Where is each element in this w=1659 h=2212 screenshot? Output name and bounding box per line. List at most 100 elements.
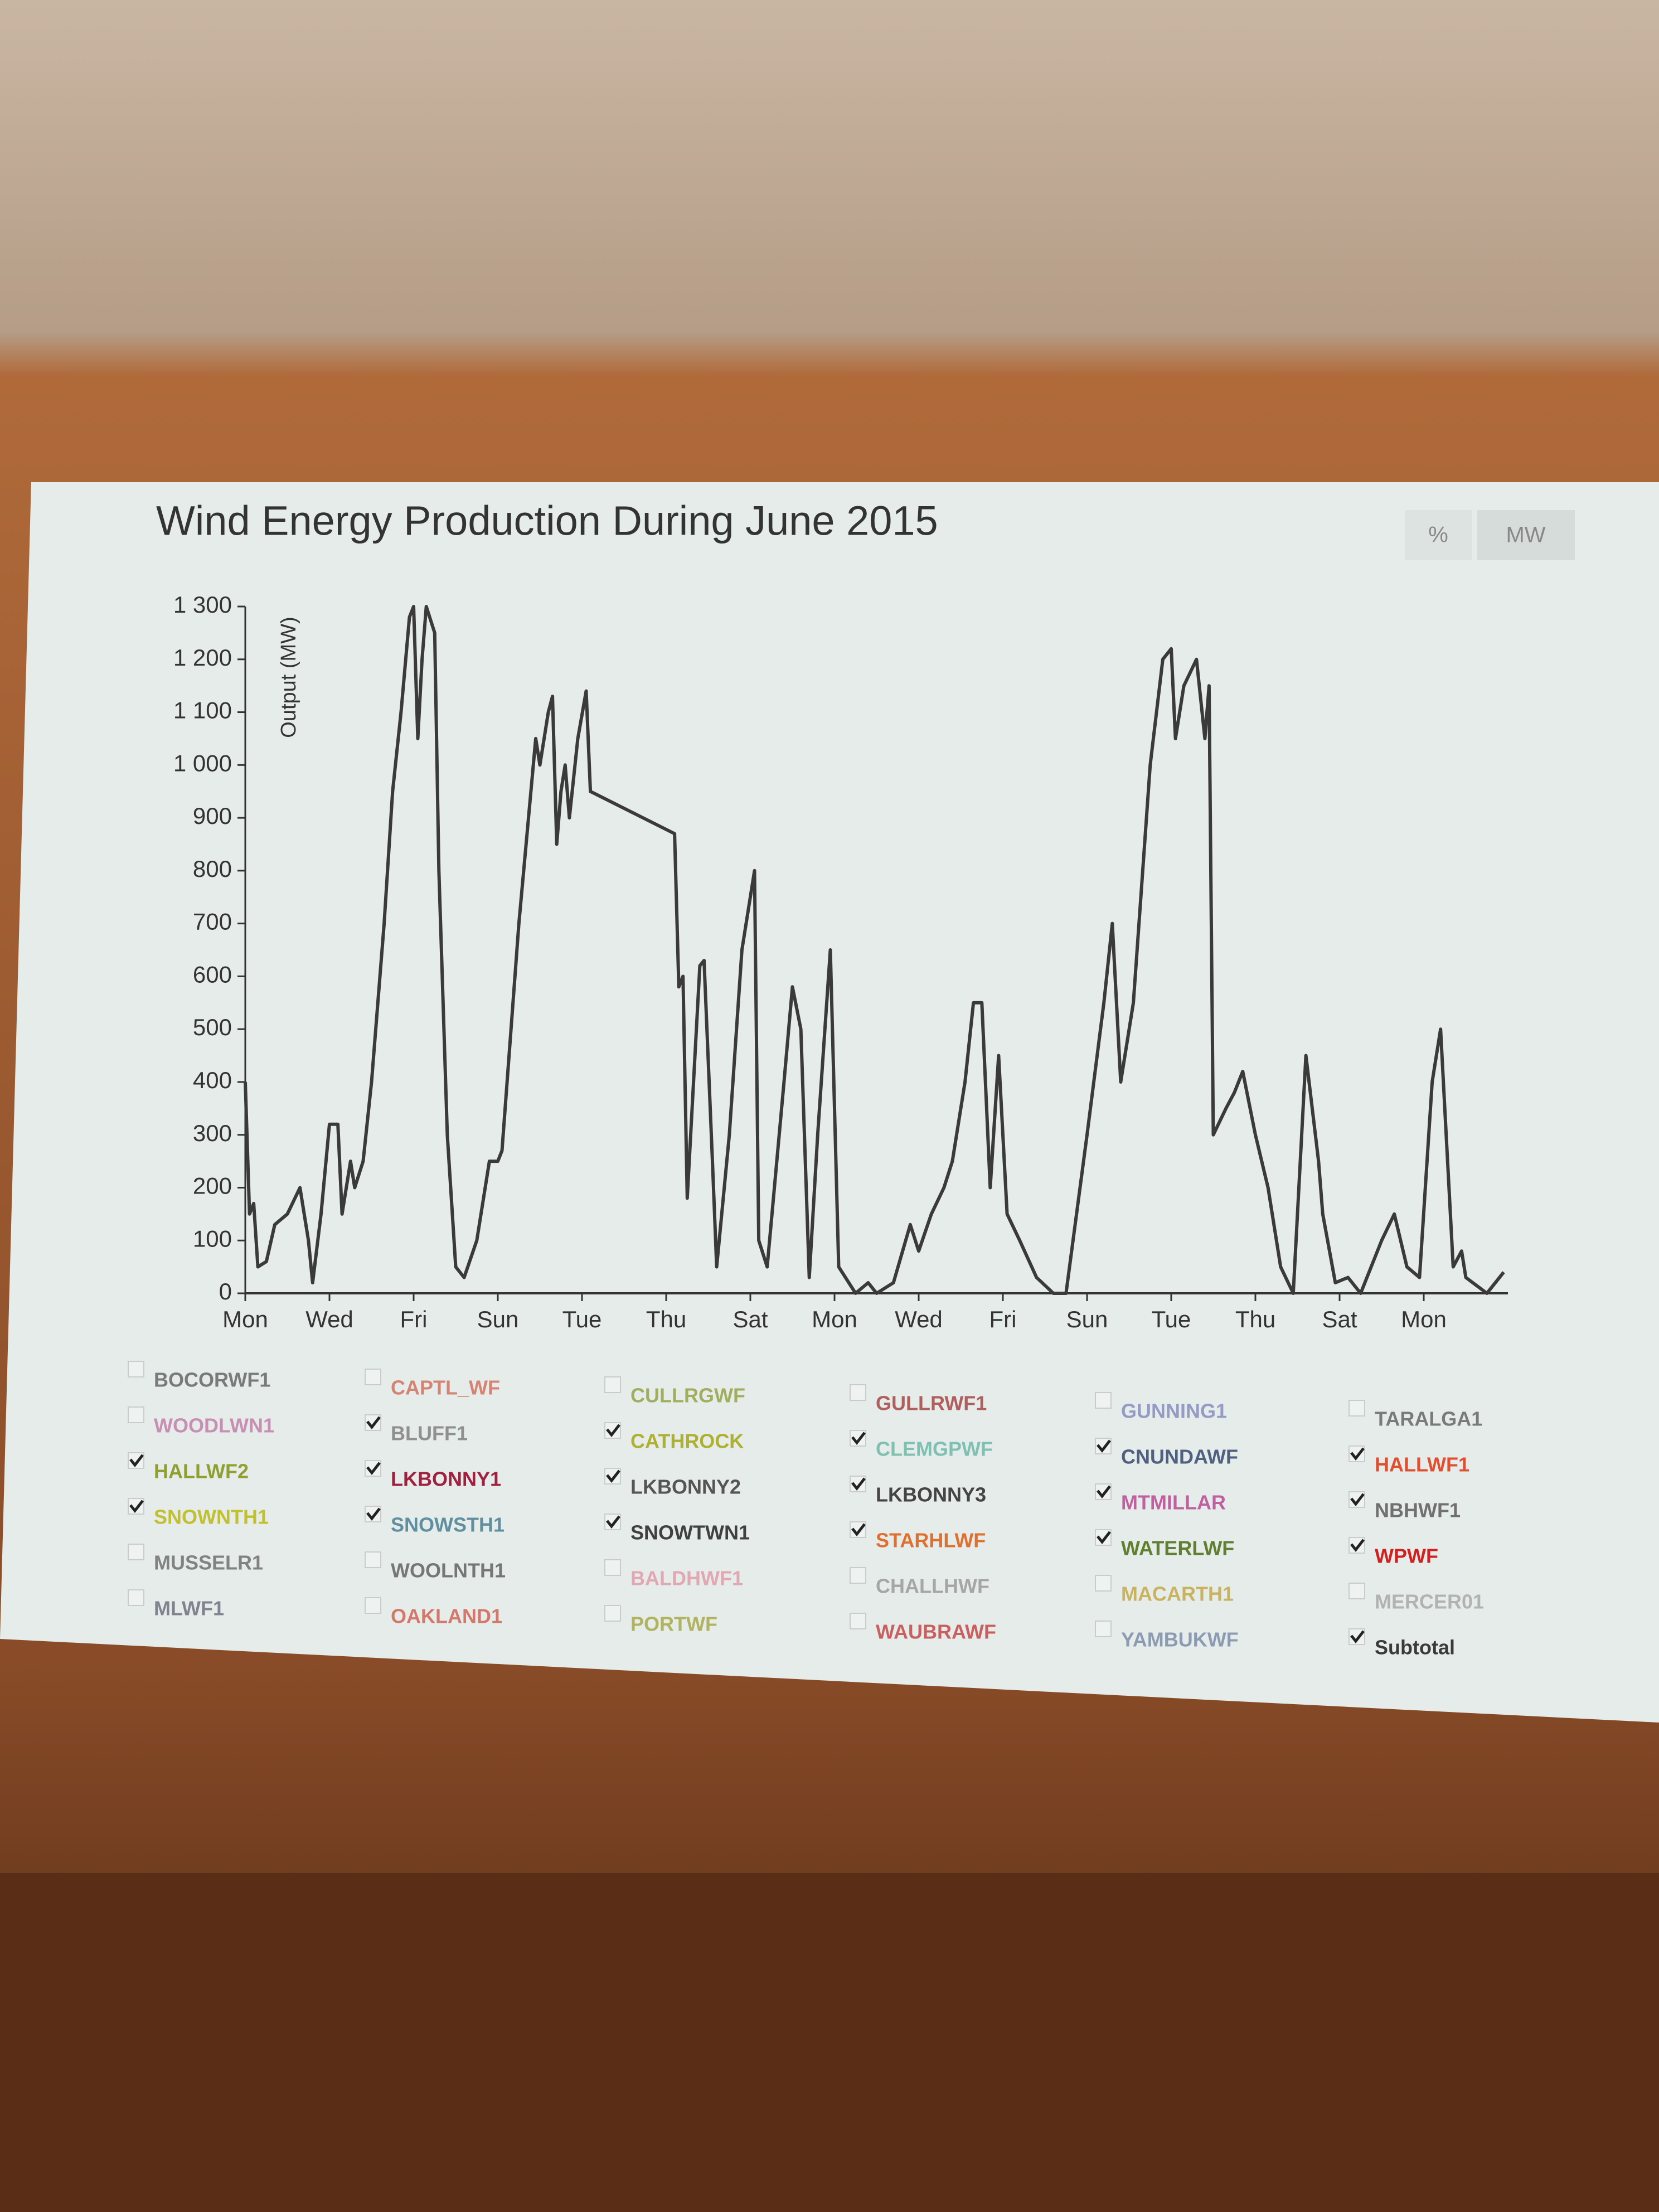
x-tick-label: Wed: [895, 1306, 943, 1332]
legend-label[interactable]: MUSSELR1: [154, 1551, 263, 1574]
legend-label[interactable]: GULLRWF1: [876, 1392, 987, 1415]
y-tick-label: 900: [193, 803, 232, 829]
legend-label[interactable]: Subtotal: [1375, 1636, 1455, 1659]
legend-checkbox[interactable]: [128, 1589, 144, 1606]
legend-checkbox[interactable]: [850, 1567, 866, 1584]
legend-checkbox[interactable]: [1095, 1575, 1112, 1592]
legend-label[interactable]: BLUFF1: [391, 1422, 468, 1445]
legend-label[interactable]: CULLRGWF: [630, 1384, 745, 1407]
x-tick-label: Thu: [1235, 1306, 1275, 1332]
x-tick-label: Mon: [222, 1306, 268, 1332]
legend-label[interactable]: WPWF: [1375, 1545, 1438, 1568]
x-tick-label: Fri: [400, 1306, 428, 1332]
legend-checkbox[interactable]: [604, 1376, 621, 1393]
legend-checkmark[interactable]: [851, 1523, 866, 1537]
legend-checkmark[interactable]: [851, 1432, 866, 1445]
legend-label[interactable]: SNOWNTH1: [154, 1506, 269, 1529]
legend-checkbox[interactable]: [1095, 1621, 1112, 1637]
legend-label[interactable]: CNUNDAWF: [1121, 1445, 1238, 1468]
legend-checkbox[interactable]: [365, 1597, 381, 1614]
legend-label[interactable]: MLWF1: [154, 1597, 224, 1620]
legend-label[interactable]: BALDHWF1: [630, 1567, 743, 1590]
legend-label[interactable]: MERCER01: [1375, 1590, 1484, 1613]
unit-button-label[interactable]: MW: [1506, 523, 1545, 547]
legend-label[interactable]: WAUBRAWF: [876, 1621, 996, 1643]
legend-label[interactable]: WATERLWF: [1121, 1537, 1234, 1560]
y-tick-label: 1 000: [173, 750, 232, 776]
legend-label[interactable]: LKBONNY3: [876, 1483, 986, 1506]
legend-checkmark[interactable]: [129, 1500, 144, 1514]
legend-label[interactable]: STARHLWF: [876, 1529, 986, 1552]
legend-checkbox[interactable]: [128, 1544, 144, 1560]
legend-checkbox[interactable]: [1348, 1583, 1365, 1599]
legend-checkbox[interactable]: [365, 1369, 381, 1385]
legend-checkmark[interactable]: [1350, 1630, 1365, 1644]
y-tick-label: 100: [193, 1225, 232, 1251]
legend-checkmark[interactable]: [366, 1416, 381, 1430]
legend-checkmark[interactable]: [606, 1469, 620, 1483]
legend-label[interactable]: GUNNING1: [1121, 1400, 1227, 1423]
legend-label[interactable]: CAPTL_WF: [391, 1376, 500, 1399]
legend-label[interactable]: WOODLWN1: [154, 1414, 274, 1437]
legend-label[interactable]: CHALLHWF: [876, 1575, 989, 1598]
legend-checkmark[interactable]: [1350, 1539, 1365, 1553]
legend-checkbox[interactable]: [850, 1613, 866, 1629]
legend-checkbox[interactable]: [1095, 1392, 1112, 1409]
x-tick-label: Mon: [1401, 1306, 1447, 1332]
y-tick-label: 0: [219, 1278, 232, 1304]
unit-button[interactable]: [1477, 510, 1575, 560]
legend-label[interactable]: MACARTH1: [1121, 1583, 1234, 1605]
x-tick-label: Fri: [989, 1306, 1017, 1332]
legend-label[interactable]: LKBONNY1: [391, 1468, 501, 1491]
x-tick-label: Mon: [812, 1306, 857, 1332]
legend-label[interactable]: CLEMGPWF: [876, 1438, 993, 1461]
unit-button[interactable]: [1405, 510, 1472, 560]
legend-label[interactable]: MTMILLAR: [1121, 1491, 1226, 1514]
unit-button-label[interactable]: %: [1428, 523, 1448, 547]
legend-label[interactable]: SNOWTWN1: [630, 1521, 750, 1544]
legend-checkbox[interactable]: [604, 1559, 621, 1576]
legend-label[interactable]: NBHWF1: [1375, 1499, 1461, 1522]
series-line: [244, 605, 1505, 1295]
legend-checkmark[interactable]: [1097, 1531, 1111, 1545]
legend-label[interactable]: OAKLAND1: [391, 1605, 502, 1628]
legend-checkbox[interactable]: [604, 1605, 621, 1622]
legend-label[interactable]: SNOWSTH1: [391, 1514, 505, 1536]
legend-label[interactable]: PORTWF: [630, 1613, 717, 1636]
legend-label[interactable]: HALLWF1: [1375, 1453, 1469, 1476]
legend-label[interactable]: CATHROCK: [630, 1430, 744, 1453]
y-tick-label: 400: [193, 1067, 232, 1093]
legend-checkmark[interactable]: [366, 1462, 381, 1476]
legend-checkmark[interactable]: [366, 1507, 381, 1521]
legend-checkbox[interactable]: [1348, 1400, 1365, 1417]
y-tick-label: 700: [193, 909, 232, 935]
legend-checkbox[interactable]: [128, 1406, 144, 1423]
legend-label[interactable]: WOOLNTH1: [391, 1559, 506, 1582]
legend-label[interactable]: YAMBUKWF: [1121, 1628, 1239, 1651]
legend-checkmark[interactable]: [129, 1454, 144, 1468]
y-tick-label: 1 200: [173, 644, 232, 671]
legend-label[interactable]: LKBONNY2: [630, 1476, 741, 1498]
legend-label[interactable]: BOCORWF1: [154, 1369, 270, 1391]
legend-checkmark[interactable]: [851, 1477, 866, 1491]
legend-checkmark[interactable]: [606, 1424, 620, 1438]
legend-checkmark[interactable]: [606, 1515, 620, 1529]
x-tick-label: Wed: [305, 1306, 353, 1332]
x-tick-label: Sat: [1322, 1306, 1357, 1332]
legend-checkbox[interactable]: [128, 1361, 144, 1377]
legend-label[interactable]: TARALGA1: [1375, 1408, 1482, 1430]
x-tick-label: Sat: [733, 1306, 768, 1332]
projection-screen: [0, 482, 1659, 1723]
legend-checkmark[interactable]: [1350, 1447, 1365, 1461]
x-tick-label: Tue: [1152, 1306, 1191, 1332]
legend-label[interactable]: HALLWF2: [154, 1460, 249, 1483]
legend-checkbox[interactable]: [365, 1551, 381, 1568]
y-tick-label: 500: [193, 1014, 232, 1040]
legend-checkmark[interactable]: [1097, 1485, 1111, 1499]
legend-checkmark[interactable]: [1097, 1439, 1111, 1453]
legend-checkbox[interactable]: [850, 1384, 866, 1401]
legend-checkmark[interactable]: [1350, 1493, 1365, 1507]
x-tick-label: Sun: [477, 1306, 519, 1332]
